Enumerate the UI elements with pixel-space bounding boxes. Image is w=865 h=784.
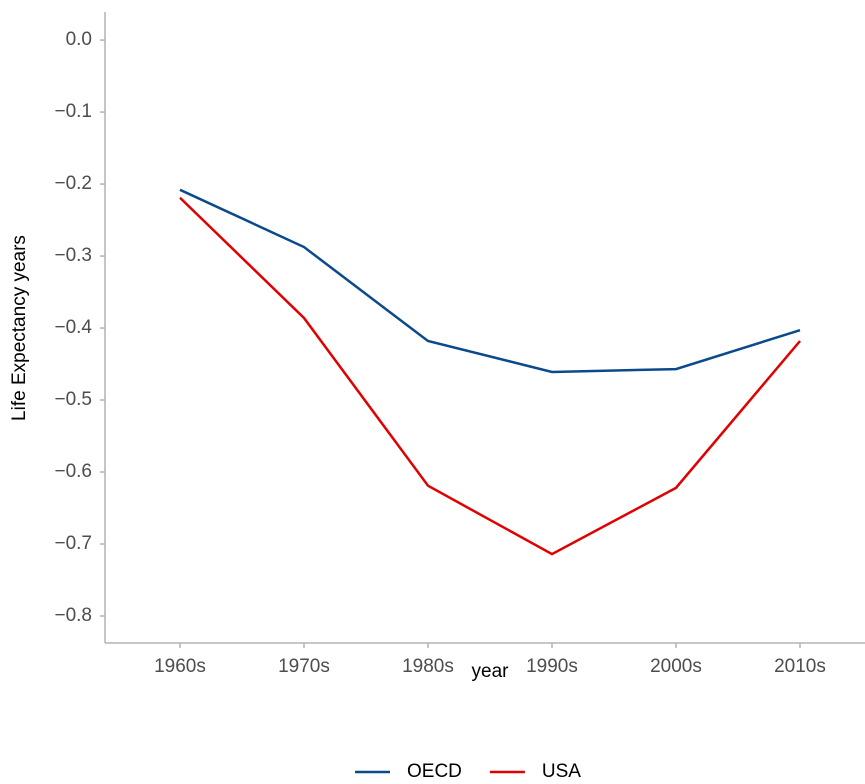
x-tick-label: 2000s	[650, 656, 702, 677]
y-tick-label: −0.8	[54, 605, 92, 626]
legend-label: USA	[542, 761, 581, 782]
y-tick-label: −0.4	[54, 317, 92, 338]
y-tick-label: −0.2	[54, 173, 92, 194]
y-tick-label: −0.6	[54, 461, 92, 482]
y-tick-label: −0.7	[54, 533, 92, 554]
series-line	[179, 196, 801, 556]
x-tick-label: 1960s	[154, 656, 206, 677]
y-axis-title: Life Expectancy years	[9, 235, 30, 421]
y-tick-label: −0.1	[54, 101, 92, 122]
x-tick-label: 1980s	[402, 656, 454, 677]
x-tick-label: 1970s	[278, 656, 330, 677]
legend-label: OECD	[407, 761, 462, 782]
y-tick-label: −0.5	[54, 389, 92, 410]
x-axis-title: year	[472, 661, 510, 682]
x-tick-label: 1990s	[526, 656, 578, 677]
y-tick-label: −0.3	[54, 245, 92, 266]
series-line	[179, 188, 801, 374]
x-tick-label: 2010s	[774, 656, 826, 677]
y-tick-label: 0.0	[66, 29, 92, 50]
